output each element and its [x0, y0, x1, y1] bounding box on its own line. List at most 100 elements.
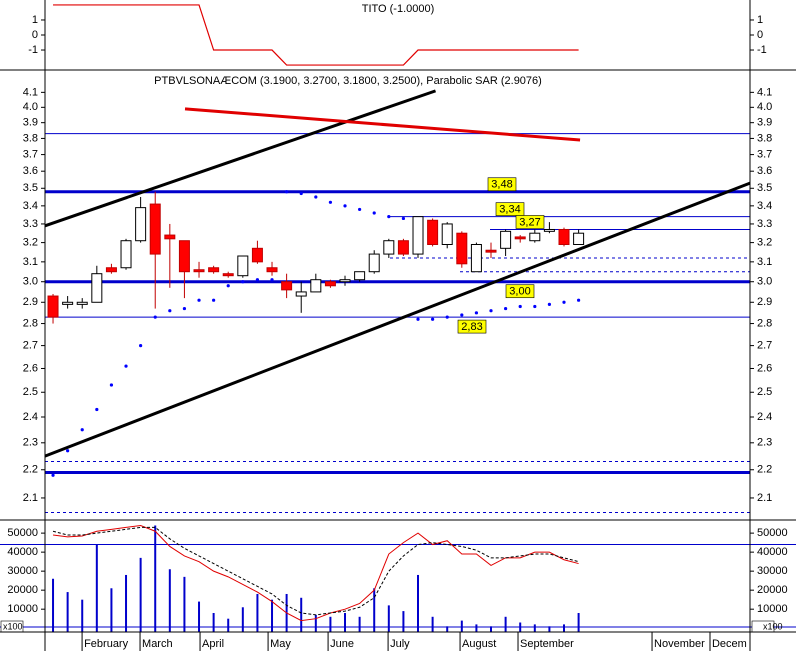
candle-body: [354, 271, 366, 281]
y-tick-label: 2.5: [757, 386, 772, 398]
sar-dot: [547, 302, 552, 306]
y-tick-label: 30000: [7, 565, 38, 577]
level-label-box: [495, 202, 525, 216]
candle-body: [427, 219, 439, 245]
sar-dot: [358, 207, 362, 212]
level-label-box: [457, 319, 487, 334]
candle-body: [573, 232, 585, 245]
sar-dot: [299, 191, 303, 196]
sar-dot: [460, 313, 464, 317]
level-label-box: [487, 177, 517, 192]
y-tick-label: 3.9: [23, 117, 38, 129]
y-tick-label: 2.9: [23, 296, 38, 308]
sar-dot: [401, 216, 406, 221]
candle-body: [558, 228, 570, 245]
y-tick-label: 3.4: [23, 200, 38, 212]
sar-dot: [504, 306, 508, 311]
y-tick-label: 3.5: [23, 182, 38, 194]
level-label: 3,27: [519, 216, 540, 228]
y-tick-label: 3.6: [757, 165, 772, 177]
y-tick-label: 4.1: [757, 86, 772, 98]
candle-body: [295, 291, 307, 297]
trend-line: [44, 89, 437, 228]
y-tick-label: 3.0: [757, 276, 772, 288]
y-tick-label: 3.3: [757, 218, 772, 230]
candle-body: [266, 267, 278, 273]
y-tick-label: 30000: [757, 565, 788, 577]
y-tick-label: 2.7: [757, 340, 772, 352]
sar-dot: [387, 215, 391, 219]
y-tick-label: 2.2: [757, 464, 772, 476]
sar-dot: [343, 204, 347, 208]
y-tick-label: -1: [757, 44, 767, 56]
candle-body: [543, 228, 555, 232]
sar-dot: [533, 304, 537, 309]
y-tick-label: 1: [757, 14, 763, 26]
sar-dot: [168, 309, 172, 313]
y-tick-label: 2.4: [23, 411, 38, 423]
candle-body: [397, 240, 409, 255]
y-tick-label: 2.6: [757, 362, 772, 374]
y-tick-label: 2.3: [23, 437, 38, 449]
y-tick-label: 3.7: [23, 148, 38, 160]
sar-dot: [416, 317, 420, 321]
y-tick-label: 3.9: [757, 117, 772, 129]
candle-body: [193, 269, 205, 273]
candle-body: [222, 273, 234, 277]
y-tick-label: 50000: [7, 527, 38, 539]
level-label: 2,83: [461, 321, 482, 333]
y-tick-label: 3.1: [23, 256, 38, 268]
candle-body: [529, 232, 541, 242]
candle-body: [149, 203, 161, 255]
y-tick-label: 2.2: [23, 464, 38, 476]
x-tick-label: Decem: [712, 638, 747, 650]
moving-average: [52, 525, 579, 622]
level-label: 3,48: [491, 179, 512, 191]
candle-body: [251, 247, 263, 263]
trend-line: [44, 181, 751, 458]
candle-body: [383, 240, 395, 255]
candle-body: [456, 232, 468, 265]
sar-dot: [153, 315, 157, 319]
unit-label: x100: [3, 621, 23, 631]
unit-label: x100: [763, 621, 783, 631]
sar-dot: [109, 383, 114, 387]
y-tick-label: 4.1: [23, 86, 38, 98]
sar-dot: [518, 304, 522, 309]
level-label-box: [515, 215, 545, 229]
panel-title: PTBVLSONAÆCOM (3.1900, 3.2700, 3.1800, 3…: [154, 75, 542, 87]
sar-dot: [66, 449, 70, 453]
level-label: 3,00: [509, 286, 530, 298]
y-tick-label: 2.9: [757, 296, 772, 308]
y-tick-label: 3.7: [757, 148, 772, 160]
candle-body: [485, 249, 497, 253]
y-tick-label: 3.2: [23, 237, 38, 249]
y-tick-label: 0: [757, 29, 763, 41]
candle-body: [412, 216, 424, 255]
x-tick-label: June: [330, 638, 354, 650]
candle-body: [135, 207, 147, 242]
sar-dot: [474, 311, 479, 315]
sar-dot: [328, 200, 333, 204]
y-tick-label: 2.3: [757, 437, 772, 449]
sar-dot: [212, 298, 216, 302]
y-tick-label: 40000: [757, 546, 788, 558]
candle-body: [91, 273, 103, 303]
candle-body: [47, 295, 59, 318]
x-tick-label: April: [202, 638, 224, 650]
y-tick-label: 3.3: [23, 218, 38, 230]
sar-dot: [80, 428, 84, 432]
sar-dot: [431, 317, 435, 321]
y-tick-label: 4.0: [23, 101, 38, 113]
y-tick-label: 20000: [7, 584, 38, 596]
candle-body: [310, 279, 322, 293]
candle-body: [500, 230, 512, 249]
sar-dot: [445, 315, 449, 319]
y-tick-label: 10000: [7, 603, 38, 615]
y-tick-label: 2.8: [23, 317, 38, 329]
y-tick-label: 3.4: [757, 200, 772, 212]
sar-dot: [95, 407, 99, 412]
level-label: 3,34: [499, 204, 520, 216]
x-tick-label: July: [390, 638, 410, 650]
